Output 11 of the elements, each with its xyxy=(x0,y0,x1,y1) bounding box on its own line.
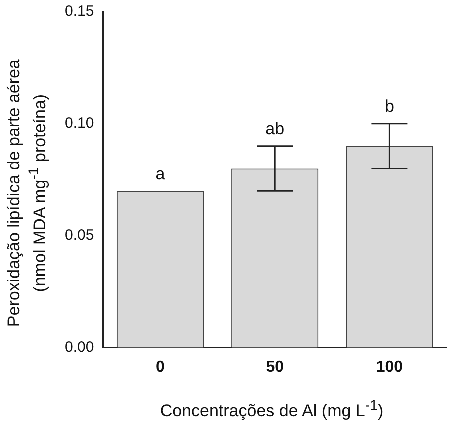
x-tick-label: 100 xyxy=(376,358,404,376)
y-tick-label: 0.10 xyxy=(64,115,94,132)
x-axis-title: Concentrações de Al (mg L$^{-1}$) xyxy=(159,398,385,422)
annotation: a xyxy=(156,164,166,184)
y-tick-label: 0.00 xyxy=(64,338,94,356)
annotation: ab xyxy=(266,120,285,139)
y-tick-label: 0.15 xyxy=(64,3,94,20)
x-tick-label: 0 xyxy=(156,358,166,376)
annotation: b xyxy=(384,97,394,116)
x-tick-label: 50 xyxy=(266,358,284,376)
y-tick-label: 0.05 xyxy=(64,227,94,244)
